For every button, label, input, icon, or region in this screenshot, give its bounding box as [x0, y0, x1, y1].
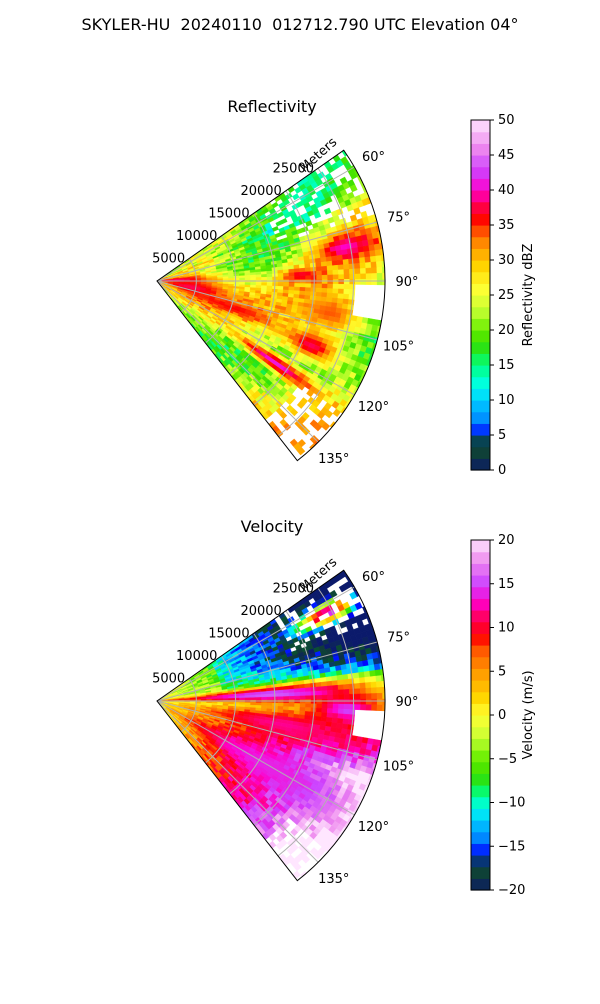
azimuth-tick-label: 105°: [383, 760, 414, 775]
azimuth-gridline: [156, 641, 378, 702]
azimuth-gridline: [156, 221, 378, 282]
colorbar-tick-label: 25: [498, 288, 515, 303]
azimuth-gridline: [156, 700, 319, 863]
azimuth-gridline: [156, 280, 355, 396]
colorbar-tick-label: 40: [498, 183, 515, 198]
azimuth-tick-label: 120°: [358, 400, 389, 415]
colorbar: 0 5 10 15 20 25 30 35 40 45 50 Reflectivity dBZ: [470, 113, 536, 478]
range-tick-label: 20000: [240, 604, 281, 619]
azimuth-tick-label: 90°: [395, 695, 418, 710]
azimuth-tick-label: 75°: [387, 630, 410, 645]
colorbar-label: Velocity (m/s): [521, 670, 536, 759]
sector-outline: [156, 569, 386, 882]
panel-title: Reflectivity: [227, 97, 316, 116]
range-ring: [205, 655, 237, 764]
azimuth-tick-label: 60°: [362, 150, 385, 165]
range-tick-label: 15000: [208, 626, 249, 641]
colorbar-tick-label: 15: [498, 577, 515, 592]
colorbar-tick-label: 20: [498, 323, 515, 338]
colorbar-tick-label: −20: [498, 883, 525, 898]
azimuth-gridline: [156, 700, 378, 761]
azimuth-tick-label: 60°: [362, 570, 385, 585]
colorbar-tick-label: 20: [498, 533, 515, 548]
colorbar-tick-label: −5: [498, 752, 517, 767]
colorbar-tick-label: −15: [498, 839, 525, 854]
azimuth-gridline: [156, 586, 355, 702]
panel-title: Velocity: [241, 517, 304, 536]
range-ring: [229, 633, 276, 795]
range-ring: [229, 213, 276, 375]
range-ring: [205, 235, 237, 344]
colorbar-tick-label: 35: [498, 218, 515, 233]
azimuth-tick-label: 135°: [318, 452, 349, 467]
azimuth-gridline: [156, 280, 319, 443]
range-tick-label: 10000: [176, 229, 217, 244]
colorbar-tick-label: 30: [498, 253, 515, 268]
range-ring: [253, 190, 315, 406]
range-tick-label: 15000: [208, 206, 249, 221]
colorbar-tick-label: 10: [498, 393, 515, 408]
colorbar-tick-label: 50: [498, 113, 515, 128]
colorbar-tick-label: 0: [498, 463, 506, 478]
range-tick-label: 10000: [176, 649, 217, 664]
colorbar-tick-label: 45: [498, 148, 515, 163]
sector-outline: [156, 149, 386, 462]
colorbar-tick-label: −10: [498, 796, 525, 811]
colorbar-tick-label: 5: [498, 428, 506, 443]
range-tick-label: 20000: [240, 184, 281, 199]
range-ring: [277, 587, 354, 857]
figure-title: SKYLER-HU 20240110 012712.790 UTC Elevat…: [81, 15, 519, 34]
azimuth-tick-label: 135°: [318, 872, 349, 887]
colorbar-tick-label: 15: [498, 358, 515, 373]
colorbar-tick-label: 5: [498, 664, 506, 679]
range-tick-label: 5000: [152, 671, 185, 686]
chart-panel-velocity: 5000 10000 15000 20000 25000 60° 75° 90° 105° 120…: [152, 517, 536, 898]
colorbar: −20 −15 −10 −5 0 5 10 15 20 Velocity (m/s): [470, 533, 536, 898]
azimuth-tick-label: 75°: [387, 210, 410, 225]
azimuth-gridline: [156, 166, 355, 282]
chart-panel-reflectivity: 5000 10000 15000 20000 25000 60° 75° 90° 105° 120…: [152, 97, 536, 478]
azimuth-tick-label: 90°: [395, 275, 418, 290]
range-ring: [253, 610, 315, 826]
range-tick-label: 5000: [152, 251, 185, 266]
range-tick-label: 25000: [273, 161, 314, 176]
range-ring: [180, 678, 197, 733]
range-ring: [277, 167, 354, 437]
range-ring: [180, 258, 197, 313]
azimuth-gridline: [156, 700, 355, 816]
colorbar-tick-label: 0: [498, 708, 506, 723]
azimuth-tick-label: 105°: [383, 340, 414, 355]
azimuth-gridline: [156, 280, 378, 341]
colorbar-label: Reflectivity dBZ: [521, 244, 536, 347]
range-tick-label: 25000: [273, 581, 314, 596]
azimuth-tick-label: 120°: [358, 820, 389, 835]
colorbar-tick-label: 10: [498, 621, 515, 636]
